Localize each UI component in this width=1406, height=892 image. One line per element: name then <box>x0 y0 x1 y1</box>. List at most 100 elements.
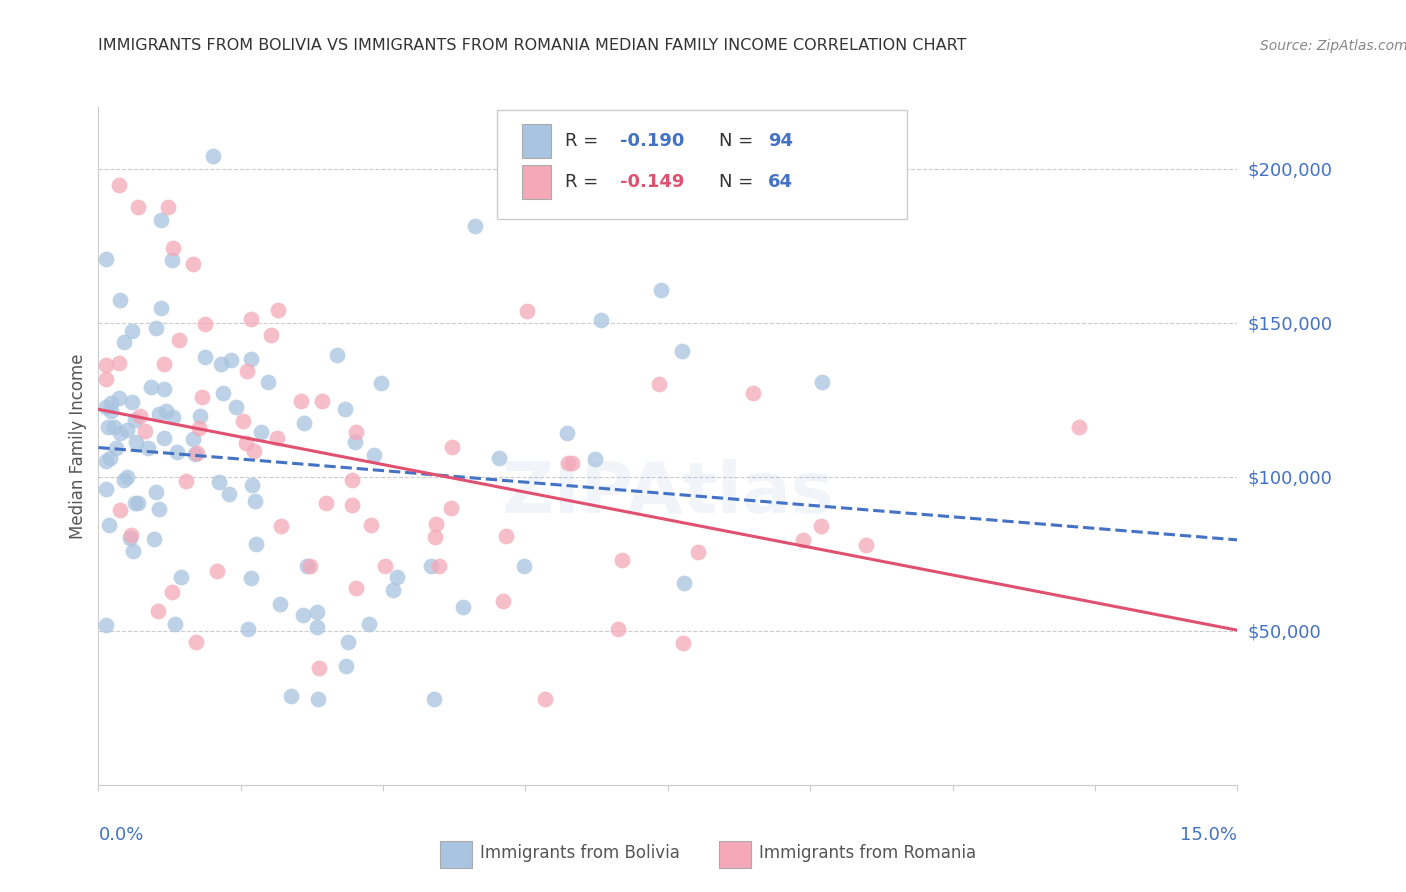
Point <box>115 470 138 484</box>
Point <box>342 473 364 487</box>
Point <box>495 528 517 542</box>
Point <box>305 620 328 634</box>
Point <box>1067 420 1090 434</box>
Point <box>94 400 117 414</box>
Point <box>201 149 224 163</box>
Point <box>124 496 146 510</box>
Point <box>340 498 363 512</box>
Point <box>811 376 834 390</box>
Text: R =: R = <box>565 173 605 191</box>
Point <box>209 357 232 371</box>
Point <box>94 618 117 632</box>
Point <box>419 559 441 574</box>
Text: IMMIGRANTS FROM BOLIVIA VS IMMIGRANTS FROM ROMANIA MEDIAN FAMILY INCOME CORRELAT: IMMIGRANTS FROM BOLIVIA VS IMMIGRANTS FR… <box>98 37 967 53</box>
Point <box>235 436 257 450</box>
FancyBboxPatch shape <box>718 840 751 868</box>
Point <box>650 283 672 297</box>
Point <box>94 371 117 385</box>
Point <box>257 375 280 389</box>
Point <box>108 293 131 307</box>
Point <box>440 440 463 454</box>
Point <box>162 585 184 599</box>
Point <box>688 545 710 559</box>
Point <box>280 689 302 703</box>
Point <box>141 380 163 394</box>
Text: 15.0%: 15.0% <box>1180 826 1237 844</box>
Point <box>96 482 118 496</box>
Point <box>232 414 254 428</box>
Point <box>363 448 385 462</box>
Point <box>555 425 578 440</box>
Point <box>488 450 510 465</box>
Point <box>792 533 814 547</box>
Point <box>292 608 315 623</box>
Point <box>188 409 211 423</box>
Text: 64: 64 <box>768 173 793 191</box>
Point <box>121 395 143 409</box>
Point <box>307 691 329 706</box>
Point <box>146 604 169 618</box>
Text: R =: R = <box>565 132 605 150</box>
Point <box>451 599 474 614</box>
Point <box>207 565 229 579</box>
Point <box>94 454 117 468</box>
Point <box>561 457 583 471</box>
Point <box>295 558 318 573</box>
Point <box>211 385 233 400</box>
Point <box>194 350 217 364</box>
Point <box>157 200 180 214</box>
Point <box>741 386 763 401</box>
Point <box>134 424 156 438</box>
Point <box>121 324 143 338</box>
Point <box>492 594 515 608</box>
Point <box>194 317 217 331</box>
Text: Immigrants from Bolivia: Immigrants from Bolivia <box>479 844 681 862</box>
Point <box>115 423 138 437</box>
Point <box>557 456 579 470</box>
Point <box>142 533 165 547</box>
Point <box>427 558 450 573</box>
Point <box>672 636 695 650</box>
Point <box>128 409 150 423</box>
Point <box>138 441 160 455</box>
Point <box>108 356 131 370</box>
Point <box>360 517 382 532</box>
Point <box>610 553 633 567</box>
Point <box>242 444 264 458</box>
Point <box>240 478 263 492</box>
Point <box>155 404 177 418</box>
Point <box>533 691 555 706</box>
Point <box>191 390 214 404</box>
Point <box>238 622 260 636</box>
Point <box>607 622 630 636</box>
FancyBboxPatch shape <box>440 840 472 868</box>
Point <box>385 570 408 584</box>
Point <box>464 219 486 233</box>
Point <box>94 252 117 267</box>
Point <box>239 571 262 585</box>
Point <box>148 408 170 422</box>
Point <box>153 357 176 371</box>
Point <box>855 538 877 552</box>
Point <box>186 445 208 459</box>
Point <box>671 343 693 358</box>
Point <box>100 396 122 410</box>
Point <box>513 559 536 574</box>
Point <box>108 391 131 405</box>
Point <box>382 582 405 597</box>
Point <box>243 493 266 508</box>
Point <box>103 420 125 434</box>
Point <box>124 434 146 449</box>
Point <box>94 358 117 372</box>
Point <box>270 518 292 533</box>
Point <box>440 501 463 516</box>
Point <box>344 581 367 595</box>
Point <box>647 377 669 392</box>
Point <box>308 661 330 675</box>
Text: N =: N = <box>718 173 759 191</box>
Point <box>153 431 176 445</box>
Point <box>121 544 143 558</box>
Point <box>118 531 141 545</box>
Point <box>218 487 240 501</box>
Point <box>583 452 606 467</box>
